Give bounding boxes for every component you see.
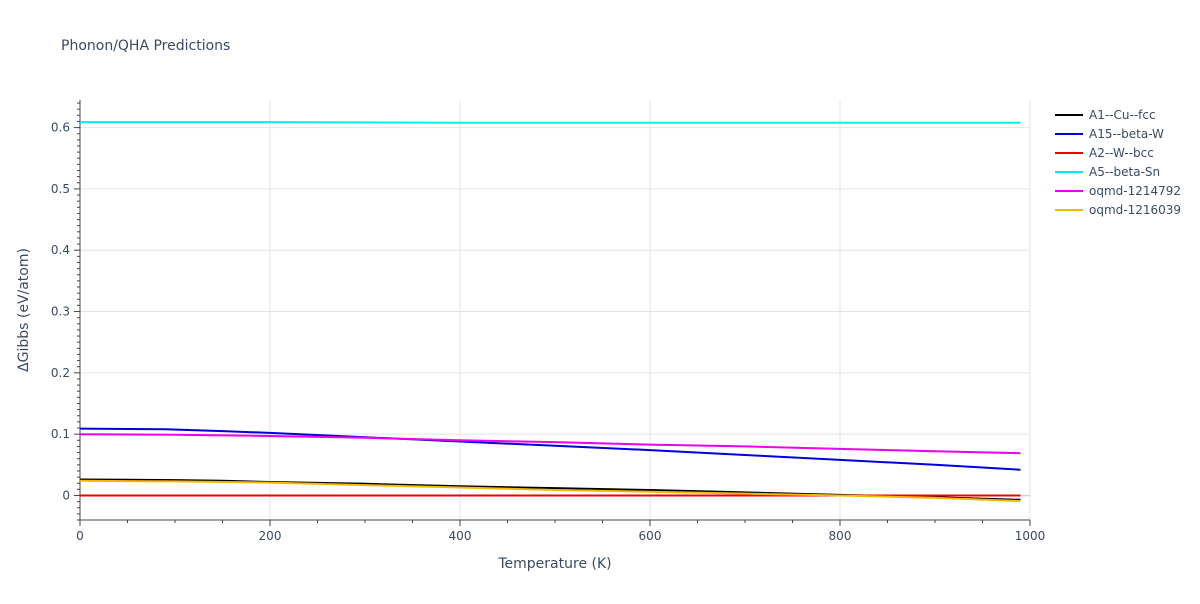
legend-label: A15--beta-W	[1089, 127, 1164, 141]
series-line-A5--beta-Sn	[80, 121, 1021, 124]
y-tick-label-5: 0.5	[51, 182, 70, 196]
legend-label: A1--Cu--fcc	[1089, 108, 1156, 122]
y-tick-label-1: 0.1	[51, 427, 70, 441]
y-tick-label-6: 0.6	[51, 121, 70, 135]
legend-item-oqmd-1216039[interactable]: oqmd-1216039	[1055, 203, 1181, 217]
chart-title: Phonon/QHA Predictions	[61, 38, 230, 54]
series-line-A15--beta-W	[79, 427, 1021, 471]
legend[interactable]: A1--Cu--fcc A15--beta-W A2--W--bcc A5--beta…	[1055, 108, 1181, 217]
y-tick-label-0: 0	[62, 488, 70, 502]
x-tick-label-1: 200	[259, 529, 282, 543]
x-tick-label-4: 800	[829, 529, 852, 543]
series-line-oqmd-1216039	[79, 479, 1021, 502]
y-axis-label: ΔGibbs (eV/atom)	[16, 248, 32, 372]
x-tick-label-5: 1000	[1015, 529, 1046, 543]
y-tick-label-2: 0.2	[51, 366, 70, 380]
series-layer	[79, 121, 1021, 502]
x-axis-label: Temperature (K)	[497, 556, 611, 572]
legend-label: oqmd-1216039	[1089, 203, 1181, 217]
legend-label: A2--W--bcc	[1089, 146, 1154, 160]
legend-item-A2--W--bcc[interactable]: A2--W--bcc	[1055, 146, 1154, 160]
x-tick-label-2: 400	[449, 529, 472, 543]
y-tick-label-4: 0.4	[51, 243, 70, 257]
legend-label: oqmd-1214792	[1089, 184, 1181, 198]
legend-item-A1--Cu--fcc[interactable]: A1--Cu--fcc	[1055, 108, 1156, 122]
y-tick-label-3: 0.3	[51, 305, 70, 319]
legend-item-A15--beta-W[interactable]: A15--beta-W	[1055, 127, 1164, 141]
grid-layer	[80, 100, 1031, 520]
legend-item-A5--beta-Sn[interactable]: A5--beta-Sn	[1055, 165, 1160, 179]
x-tick-label-0: 0	[76, 529, 84, 543]
x-tick-label-3: 600	[639, 529, 662, 543]
legend-item-oqmd-1214792[interactable]: oqmd-1214792	[1055, 184, 1181, 198]
axis-layer: 0 200 400 600 800 1000 0 0.1 0.2 0.3 0.4 0.5 0.6	[51, 100, 1045, 543]
series-line-oqmd-1214792	[79, 433, 1021, 455]
legend-label: A5--beta-Sn	[1089, 165, 1160, 179]
